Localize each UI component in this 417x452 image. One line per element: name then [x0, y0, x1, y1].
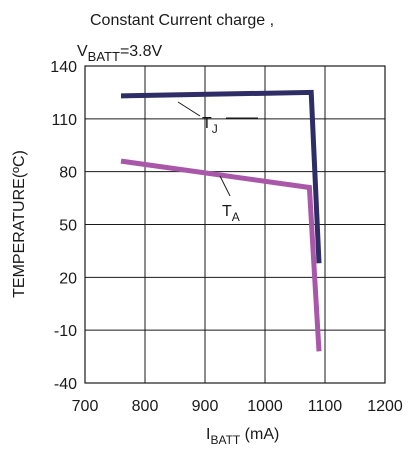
- tj-leader-line: [177, 101, 201, 117]
- x-tick-label: 1200: [367, 398, 403, 415]
- xlabel-main: I: [206, 426, 210, 443]
- y-tick-labels: -40 -10 20 50 80 110 140: [50, 59, 77, 393]
- y-tick-label: -40: [54, 376, 77, 393]
- series-line-ta: [120, 158, 322, 352]
- y-tick-label: 20: [59, 270, 77, 287]
- x-tick-labels: 700 800 900 1000 1100 1200: [72, 398, 403, 415]
- y-tick-label: 50: [59, 218, 77, 235]
- y-axis-label: TEMPERATURE(ºC): [11, 150, 28, 298]
- y-tick-label: 80: [59, 165, 77, 182]
- title-vbatt-main: V: [77, 43, 88, 60]
- x-tick-label: 1100: [308, 398, 343, 415]
- series-label-ta: TA: [222, 203, 240, 224]
- chart-title-line1: Constant Current charge ,: [90, 12, 274, 29]
- xlabel-sub: BATT: [210, 433, 240, 447]
- y-tick-label: 110: [51, 112, 77, 129]
- x-axis-label: IBATT (mA): [206, 426, 279, 447]
- x-tick-label: 1000: [247, 398, 283, 415]
- xlabel-rest: (mA): [240, 426, 279, 443]
- ta-leader-line: [219, 175, 231, 197]
- title-vbatt-rest: =3.8V: [120, 43, 163, 60]
- x-tick-label: 800: [132, 398, 159, 415]
- ta-label-main: T: [222, 203, 232, 220]
- y-tick-label: 140: [50, 59, 77, 76]
- series-label-tj: TJ: [202, 115, 218, 136]
- plot-frame: [84, 65, 386, 384]
- tj-label-sub: J: [212, 122, 218, 136]
- x-tick-label: 700: [72, 398, 99, 415]
- y-tick-label: -10: [54, 323, 77, 340]
- series-lines: [120, 89, 322, 352]
- chart-title-line2: VBATT=3.8V: [77, 43, 163, 64]
- tj-label-main: T: [202, 115, 212, 132]
- grid: [85, 66, 385, 383]
- series-line-tj: [120, 89, 322, 264]
- title-vbatt-sub: BATT: [88, 49, 120, 64]
- ta-label-sub: A: [232, 210, 240, 224]
- x-tick-label: 900: [192, 398, 219, 415]
